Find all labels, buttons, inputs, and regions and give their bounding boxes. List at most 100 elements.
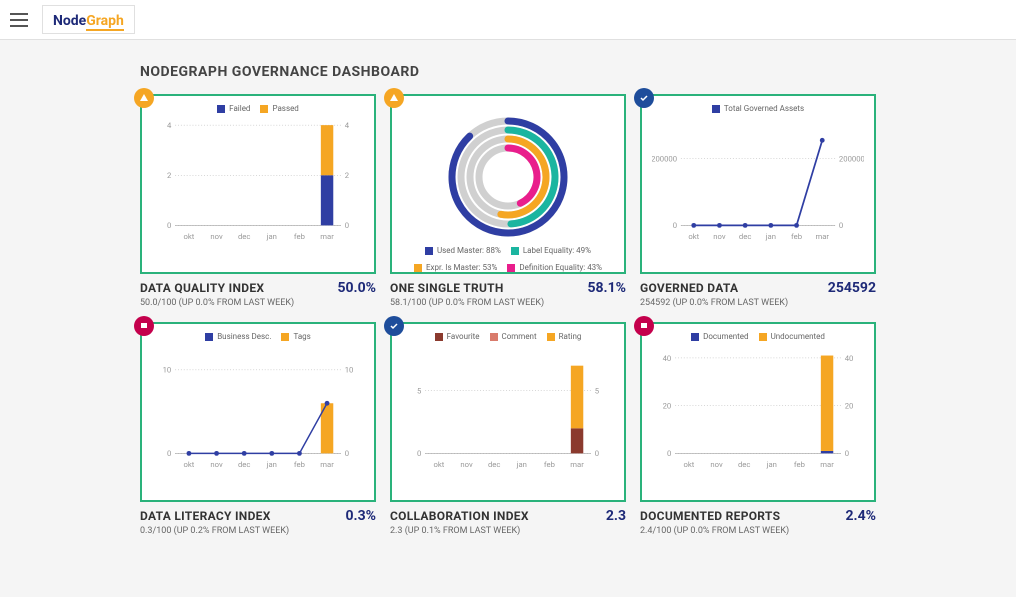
card-title: DOCUMENTED REPORTS bbox=[640, 509, 780, 523]
svg-text:feb: feb bbox=[544, 460, 555, 469]
svg-text:0: 0 bbox=[667, 449, 671, 458]
card-value: 2.4% bbox=[846, 508, 876, 524]
card-subtitle: 58.1/100 (UP 0.0% FROM LAST WEEK) bbox=[390, 298, 626, 308]
svg-text:nov: nov bbox=[210, 232, 223, 241]
card-subtitle: 2.3 (UP 0.1% FROM LAST WEEK) bbox=[390, 526, 626, 536]
alert-icon bbox=[634, 316, 654, 336]
svg-text:20: 20 bbox=[663, 402, 672, 411]
legend: Favourite Comment Rating bbox=[402, 332, 614, 341]
svg-text:4: 4 bbox=[345, 121, 350, 130]
svg-text:feb: feb bbox=[791, 232, 802, 241]
legend-item: Label Equality: 49% bbox=[511, 246, 591, 255]
legend: Failed Passed bbox=[152, 104, 364, 113]
svg-text:0: 0 bbox=[345, 221, 349, 230]
svg-text:jan: jan bbox=[516, 460, 527, 469]
legend-item: Business Desc. bbox=[205, 332, 271, 341]
svg-text:nov: nov bbox=[710, 460, 723, 469]
svg-text:nov: nov bbox=[210, 460, 223, 469]
chart: 0020204040oktnovdecjanfebmar bbox=[652, 347, 864, 473]
svg-text:dec: dec bbox=[238, 232, 250, 241]
card-subtitle: 2.4/100 (UP 0.0% FROM LAST WEEK) bbox=[640, 526, 876, 536]
svg-text:dec: dec bbox=[238, 460, 250, 469]
legend-item: Comment bbox=[490, 332, 537, 341]
svg-text:0: 0 bbox=[417, 449, 421, 458]
top-header: NodeGraph bbox=[0, 0, 1016, 40]
svg-text:0: 0 bbox=[167, 449, 171, 458]
svg-text:okt: okt bbox=[434, 460, 445, 469]
card-value: 0.3% bbox=[346, 508, 376, 524]
card-value: 2.3 bbox=[606, 508, 626, 524]
legend: Used Master: 88% Label Equality: 49% Expr.… bbox=[402, 246, 614, 272]
card-title: DATA QUALITY INDEX bbox=[140, 281, 264, 295]
svg-text:5: 5 bbox=[595, 387, 600, 396]
svg-text:0: 0 bbox=[839, 221, 843, 230]
card-grid: FailedPassed 002244oktnovdecjanfebmar DA… bbox=[140, 94, 876, 536]
chart: 0055oktnovdecjanfebmar bbox=[402, 347, 614, 473]
alert-icon bbox=[134, 316, 154, 336]
card-title: DATA LITERACY INDEX bbox=[140, 509, 271, 523]
card-collaboration[interactable]: FavouriteCommentRating 0055oktnovdecjanf… bbox=[390, 322, 626, 536]
card-governed-data[interactable]: Total Governed Assets 00200000200000oktn… bbox=[640, 94, 876, 308]
warning-icon bbox=[384, 88, 404, 108]
legend-item: Expr. Is Master: 53% bbox=[414, 263, 497, 272]
card-value: 254592 bbox=[828, 280, 876, 296]
legend-item: Documented bbox=[691, 332, 748, 341]
svg-text:feb: feb bbox=[294, 232, 305, 241]
svg-text:dec: dec bbox=[738, 460, 750, 469]
chart bbox=[402, 110, 614, 244]
card-title: COLLABORATION INDEX bbox=[390, 509, 529, 523]
svg-text:200000: 200000 bbox=[652, 154, 677, 163]
chart: 001010oktnovdecjanfebmar bbox=[152, 347, 364, 473]
svg-text:dec: dec bbox=[488, 460, 500, 469]
check-icon bbox=[384, 316, 404, 336]
svg-text:jan: jan bbox=[765, 232, 776, 241]
dashboard-page: NODEGRAPH GOVERNANCE DASHBOARD Failed Pas… bbox=[0, 40, 1016, 546]
svg-text:feb: feb bbox=[794, 460, 805, 469]
svg-text:nov: nov bbox=[460, 460, 473, 469]
logo-part2: Graph bbox=[86, 13, 124, 31]
svg-text:dec: dec bbox=[739, 232, 751, 241]
svg-text:okt: okt bbox=[684, 460, 695, 469]
check-icon bbox=[634, 88, 654, 108]
svg-text:nov: nov bbox=[713, 232, 726, 241]
svg-text:mar: mar bbox=[320, 232, 334, 241]
logo[interactable]: NodeGraph bbox=[42, 5, 135, 34]
svg-text:20: 20 bbox=[845, 402, 854, 411]
legend-item: Definition Equality: 43% bbox=[507, 263, 602, 272]
svg-text:2: 2 bbox=[167, 171, 172, 180]
legend-item: Undocumented bbox=[759, 332, 825, 341]
card-one-single-truth[interactable]: Used Master: 88% Label Equality: 49% Expr.… bbox=[390, 94, 626, 308]
svg-text:jan: jan bbox=[266, 460, 277, 469]
card-title: GOVERNED DATA bbox=[640, 281, 738, 295]
svg-text:0: 0 bbox=[595, 449, 599, 458]
svg-text:feb: feb bbox=[294, 460, 305, 469]
legend-item: Rating bbox=[547, 332, 582, 341]
card-documented-reports[interactable]: DocumentedUndocumented 0020204040oktnovd… bbox=[640, 322, 876, 536]
card-title: ONE SINGLE TRUTH bbox=[390, 281, 504, 295]
legend: Business Desc. Tags bbox=[152, 332, 364, 341]
svg-text:40: 40 bbox=[845, 354, 854, 363]
legend-item: Total Governed Assets bbox=[712, 104, 804, 113]
card-subtitle: 254592 (UP 0.0% FROM LAST WEEK) bbox=[640, 298, 876, 308]
menu-icon[interactable] bbox=[10, 13, 28, 27]
legend-item: Failed bbox=[217, 104, 250, 113]
legend-item: Used Master: 88% bbox=[425, 246, 501, 255]
legend-item: Passed bbox=[260, 104, 298, 113]
svg-text:okt: okt bbox=[184, 460, 195, 469]
card-value: 58.1% bbox=[587, 280, 626, 296]
svg-text:2: 2 bbox=[345, 171, 350, 180]
chart: 00200000200000oktnovdecjanfebmar bbox=[652, 119, 864, 245]
legend-item: Tags bbox=[281, 332, 310, 341]
card-subtitle: 50.0/100 (UP 0.0% FROM LAST WEEK) bbox=[140, 298, 376, 308]
card-data-quality[interactable]: FailedPassed 002244oktnovdecjanfebmar DA… bbox=[140, 94, 376, 308]
card-data-literacy[interactable]: Business Desc.Tags 001010oktnovdecjanfeb… bbox=[140, 322, 376, 536]
legend: Total Governed Assets bbox=[652, 104, 864, 113]
svg-text:0: 0 bbox=[345, 449, 349, 458]
chart: 002244oktnovdecjanfebmar bbox=[152, 119, 364, 245]
legend: Documented Undocumented bbox=[652, 332, 864, 341]
logo-part1: Node bbox=[53, 13, 86, 29]
svg-text:0: 0 bbox=[845, 449, 849, 458]
page-title: NODEGRAPH GOVERNANCE DASHBOARD bbox=[140, 64, 876, 80]
legend-item: Favourite bbox=[435, 332, 480, 341]
svg-text:200000: 200000 bbox=[839, 154, 864, 163]
